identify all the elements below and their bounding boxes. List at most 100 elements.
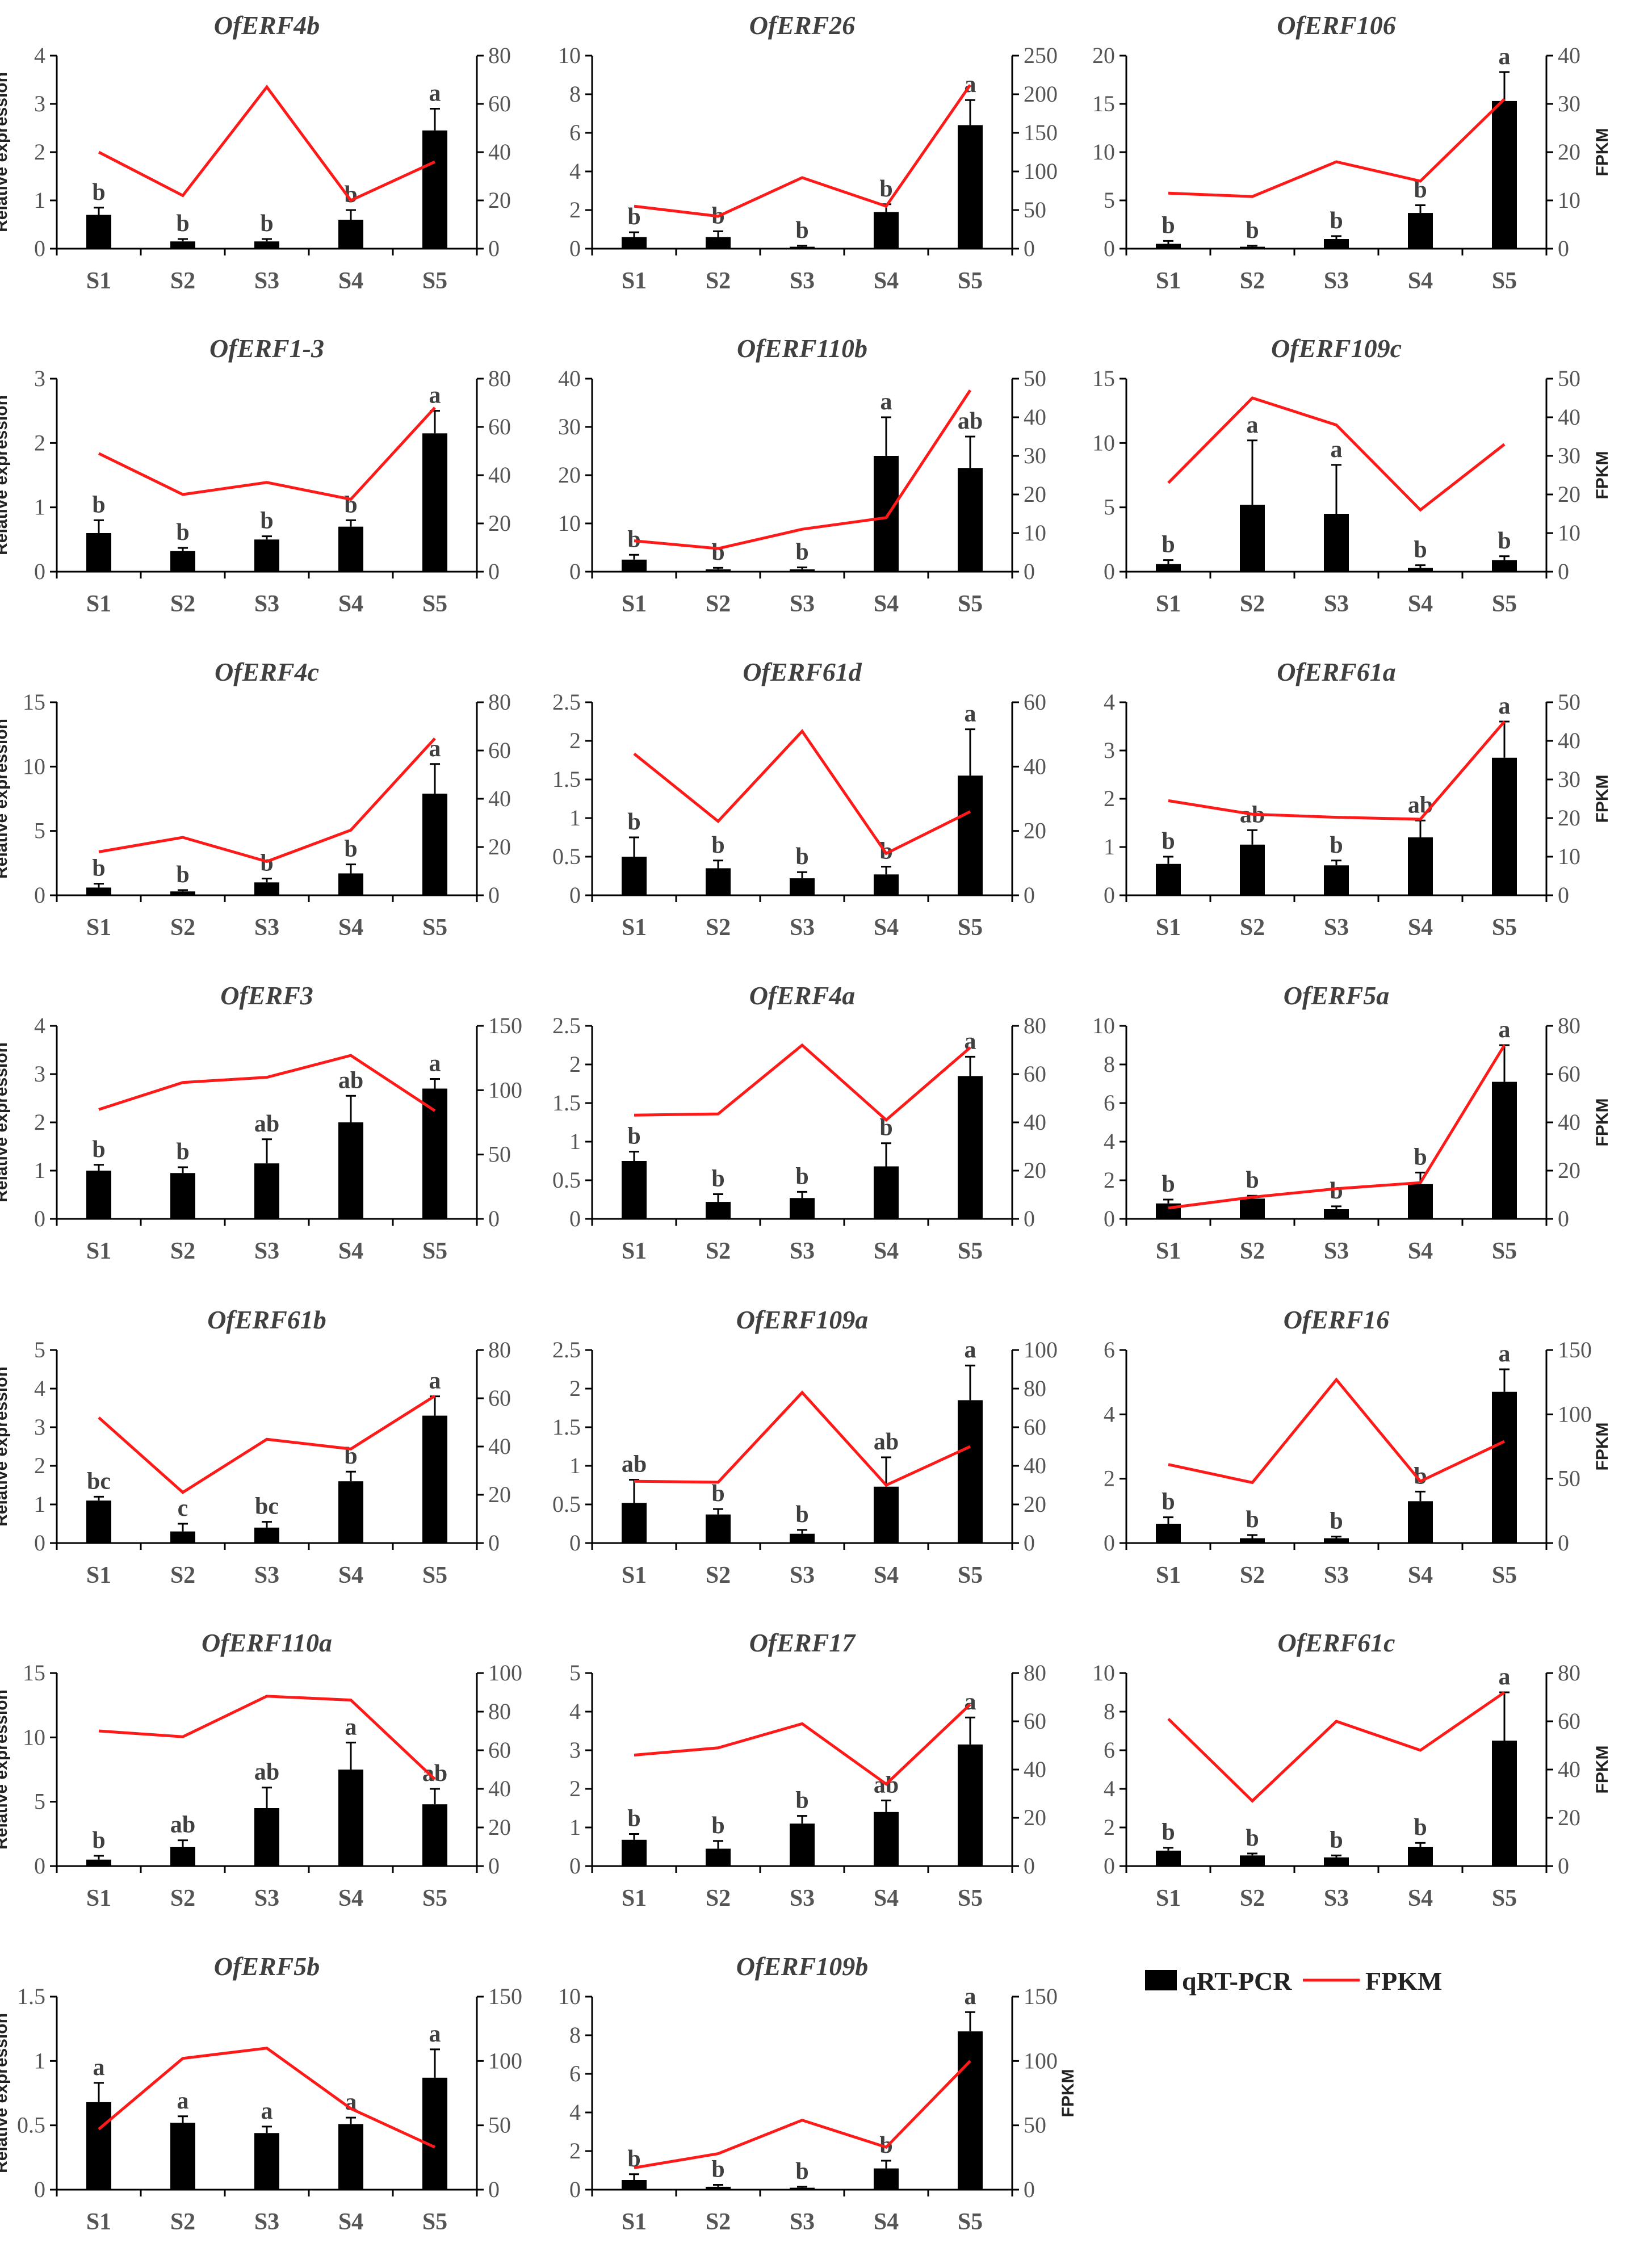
y2-tick-label: 150 bbox=[1024, 1984, 1058, 2009]
x-tick-label: S2 bbox=[706, 268, 731, 294]
y2-tick-label: 100 bbox=[488, 1660, 522, 1686]
bar bbox=[790, 2187, 815, 2190]
y2-tick-label: 50 bbox=[488, 2112, 511, 2138]
y-tick-label: 8 bbox=[1104, 1699, 1115, 1724]
y-tick-label: 2 bbox=[1104, 1167, 1115, 1193]
x-tick-label: S1 bbox=[1156, 1238, 1181, 1264]
chart-OfERF109b: OfERF109b0246810050100150bS1bS2bS3bS4aS5… bbox=[558, 1952, 1077, 2235]
chart-OfERF106: OfERF106 0 5 10 15 20 0 10 20 30 40 b S1 b S2 b S3 b S4 a S5… bbox=[1092, 11, 1612, 294]
x-tick-label: S3 bbox=[1324, 1562, 1349, 1588]
x-tick-label: S5 bbox=[422, 2209, 447, 2235]
y-tick-label: 5 bbox=[34, 818, 45, 844]
bar bbox=[86, 1171, 111, 1219]
significance-letter: a bbox=[345, 1714, 357, 1740]
y2-tick-label: 50 bbox=[1024, 197, 1046, 223]
bar bbox=[790, 1823, 815, 1866]
y2-tick-label: 40 bbox=[1024, 1109, 1046, 1135]
significance-letter: b bbox=[1414, 177, 1427, 203]
y2-tick-label: 40 bbox=[1558, 1109, 1580, 1135]
chart-title: OfERF3 bbox=[220, 981, 313, 1010]
x-tick-label: S4 bbox=[1408, 591, 1433, 617]
x-tick-label: S3 bbox=[1324, 1238, 1349, 1264]
x-tick-label: S5 bbox=[1492, 1238, 1517, 1264]
fpkm-line bbox=[634, 1703, 971, 1786]
y-tick-label: 0 bbox=[1104, 1530, 1115, 1556]
x-tick-label: S4 bbox=[874, 268, 899, 294]
bar bbox=[170, 1847, 195, 1866]
significance-letter: a bbox=[1499, 1341, 1511, 1367]
significance-letter: ab bbox=[254, 1759, 279, 1785]
chart-title: OfERF5a bbox=[1284, 981, 1390, 1010]
fpkm-line bbox=[98, 406, 436, 501]
chart-title: OfERF17 bbox=[749, 1628, 857, 1657]
bar bbox=[706, 1848, 731, 1866]
y2-tick-label: 250 bbox=[1024, 43, 1058, 68]
y-tick-label: 3 bbox=[34, 1414, 45, 1440]
fpkm-line bbox=[1168, 1044, 1506, 1210]
significance-letter: b bbox=[711, 539, 724, 565]
significance-letter: a bbox=[261, 2098, 273, 2124]
y2-tick-label: 0 bbox=[1024, 1853, 1035, 1879]
y-tick-label: 4 bbox=[34, 43, 45, 68]
bar bbox=[1324, 865, 1349, 895]
bar bbox=[706, 2186, 731, 2190]
y2-tick-label: 60 bbox=[488, 91, 511, 116]
bar bbox=[1324, 1857, 1349, 1866]
bar bbox=[86, 215, 111, 249]
x-tick-label: S3 bbox=[790, 591, 815, 617]
x-tick-label: S2 bbox=[706, 1238, 731, 1264]
significance-letter: ab bbox=[170, 1812, 195, 1838]
significance-letter: b bbox=[1414, 1144, 1427, 1170]
bar bbox=[1492, 1081, 1517, 1219]
x-tick-label: S3 bbox=[790, 915, 815, 941]
bar bbox=[622, 1161, 647, 1219]
bar bbox=[254, 241, 279, 249]
significance-letter: a bbox=[965, 1028, 976, 1054]
y2-axis-label: FPKM bbox=[1593, 128, 1612, 177]
y-tick-label: 1.5 bbox=[552, 766, 581, 792]
bar bbox=[1240, 1198, 1265, 1219]
y-tick-label: 1.5 bbox=[552, 1414, 581, 1440]
significance-letter: b bbox=[1162, 1820, 1175, 1846]
y2-tick-label: 60 bbox=[488, 1737, 511, 1763]
x-tick-label: S4 bbox=[338, 915, 363, 941]
y-tick-label: 6 bbox=[1104, 1337, 1115, 1363]
y-tick-label: 0 bbox=[1104, 882, 1115, 908]
bar bbox=[170, 1531, 195, 1543]
y-tick-label: 1 bbox=[1104, 834, 1115, 860]
significance-letter: a bbox=[1499, 1664, 1511, 1690]
bar bbox=[790, 569, 815, 572]
y-axis-label: Relative expression bbox=[0, 719, 11, 879]
significance-letter: b bbox=[1498, 528, 1511, 554]
y2-tick-label: 20 bbox=[1558, 481, 1580, 507]
bar bbox=[706, 868, 731, 895]
fpkm-line bbox=[98, 1054, 436, 1112]
y2-axis-label: FPKM bbox=[1593, 1099, 1612, 1147]
y-tick-label: 5 bbox=[1104, 187, 1115, 213]
significance-letter: b bbox=[879, 176, 892, 202]
x-tick-label: S2 bbox=[170, 591, 195, 617]
significance-letter: b bbox=[176, 862, 189, 888]
bar bbox=[1492, 560, 1517, 572]
x-tick-label: S4 bbox=[874, 2209, 899, 2235]
x-tick-label: S5 bbox=[958, 1562, 983, 1588]
bar bbox=[874, 2168, 899, 2190]
y2-tick-label: 100 bbox=[488, 2048, 522, 2073]
x-tick-label: S2 bbox=[170, 915, 195, 941]
significance-letter: b bbox=[344, 836, 357, 862]
y-tick-label: 2 bbox=[569, 197, 581, 223]
y-tick-label: 4 bbox=[569, 1699, 581, 1724]
y-tick-label: 0 bbox=[34, 882, 45, 908]
x-tick-label: S3 bbox=[1324, 1885, 1349, 1911]
bar bbox=[790, 1533, 815, 1543]
y-tick-label: 4 bbox=[1104, 1129, 1115, 1154]
chart-title: OfERF106 bbox=[1277, 11, 1396, 40]
y2-tick-label: 30 bbox=[1558, 91, 1580, 116]
bar bbox=[622, 2180, 647, 2190]
y2-axis-label: FPKM bbox=[1593, 451, 1612, 500]
y-tick-label: 0.5 bbox=[17, 2112, 45, 2138]
y2-tick-label: 0 bbox=[1024, 236, 1035, 261]
bar bbox=[1408, 213, 1433, 249]
y2-tick-label: 0 bbox=[1558, 559, 1569, 584]
legend-bar-swatch bbox=[1145, 1970, 1177, 1990]
